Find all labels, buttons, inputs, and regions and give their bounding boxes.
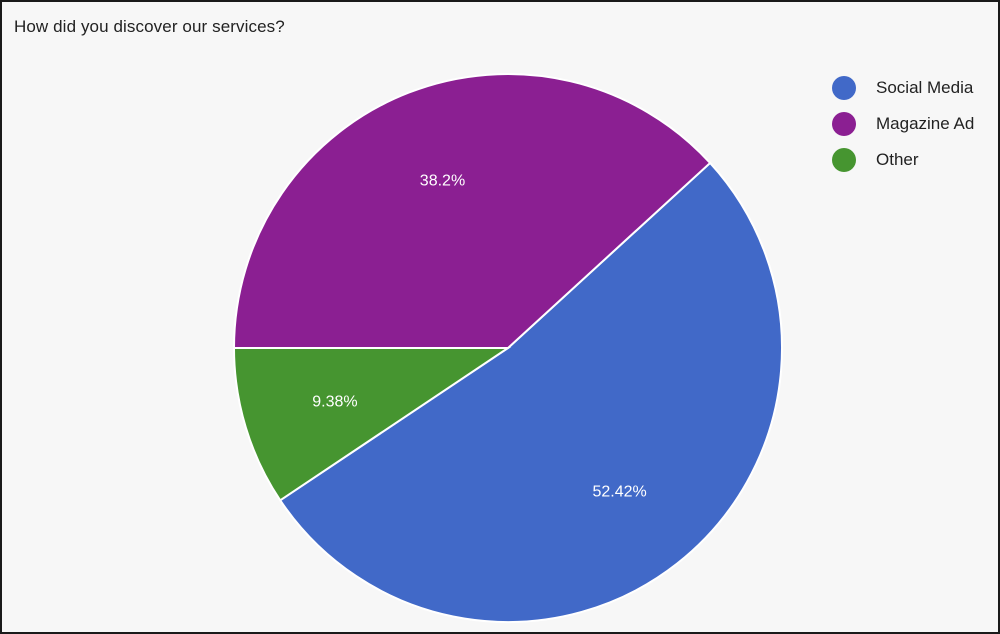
legend-label-other: Other — [876, 150, 919, 169]
legend-swatch-magazine-ad — [832, 112, 856, 136]
pie-label-other: 9.38% — [312, 394, 357, 411]
legend: Social Media Magazine Ad Other — [832, 76, 974, 184]
legend-swatch-other — [832, 148, 856, 172]
chart-title: How did you discover our services? — [14, 17, 285, 36]
legend-item-magazine-ad[interactable]: Magazine Ad — [832, 112, 974, 136]
legend-item-social-media[interactable]: Social Media — [832, 76, 974, 100]
pie-slice-other[interactable] — [232, 347, 512, 502]
pie-label-magazine-ad: 38.2% — [420, 172, 465, 189]
legend-item-other[interactable]: Other — [832, 148, 974, 172]
legend-label-social-media: Social Media — [876, 78, 974, 97]
legend-label-magazine-ad: Magazine Ad — [876, 114, 975, 133]
pie-slice-magazine-ad[interactable] — [232, 73, 712, 349]
legend-swatch-social-media — [832, 76, 856, 100]
pie-label-social-media: 52.42% — [593, 483, 647, 500]
pie-slice-social-media[interactable] — [278, 161, 783, 623]
